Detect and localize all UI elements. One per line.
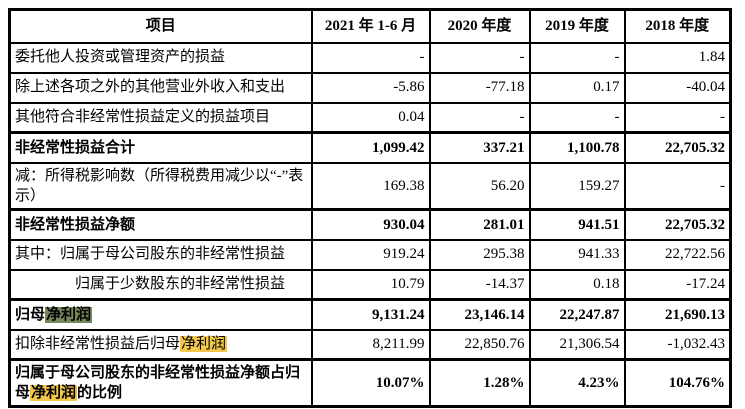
value-cell: - bbox=[623, 161, 732, 211]
value-cell: 159.27 bbox=[528, 161, 626, 211]
value-cell: -77.18 bbox=[428, 71, 531, 104]
header-cell: 2018 年度 bbox=[623, 8, 732, 44]
value-cell: -5.86 bbox=[310, 71, 431, 104]
value-cell: 22,247.87 bbox=[528, 298, 626, 331]
value-cell: - bbox=[528, 41, 626, 74]
value-cell: 4.23% bbox=[528, 358, 626, 408]
value-cell: 56.20 bbox=[428, 161, 531, 211]
row-label-cell: 归属于少数股东的非经常性损益 bbox=[8, 268, 313, 301]
value-cell: -40.04 bbox=[623, 71, 732, 104]
header-cell: 项目 bbox=[8, 8, 313, 44]
value-cell: 919.24 bbox=[310, 238, 431, 271]
table-row: 其中：归属于母公司股东的非经常性损益 919.24 295.38 941.33 22,7… bbox=[8, 238, 732, 271]
row-label-cell: 其中：归属于母公司股东的非经常性损益 bbox=[8, 238, 313, 271]
table-header: 项目 2021 年 1-6 月 2020 年度 2019 年度 2018 年度 bbox=[8, 8, 732, 44]
row-label-cell: 除上述各项之外的其他营业外收入和支出 bbox=[8, 71, 313, 104]
value-cell: 1.84 bbox=[623, 41, 732, 74]
label-text: 其中：归属于母公司股东的非经常性损益 bbox=[15, 246, 286, 263]
table-row: 非经常性损益净额 930.04 281.01 941.51 22,705.32 bbox=[8, 208, 732, 241]
label-text: 其他符合非经常性损益定义的损益项目 bbox=[15, 109, 271, 126]
value-cell: -1,032.43 bbox=[623, 328, 732, 361]
row-label-cell: 扣除非经常性损益后归母净利润 bbox=[8, 328, 313, 361]
label-text: 委托他人投资或管理资产的损益 bbox=[15, 49, 226, 66]
value-cell: 21,690.13 bbox=[623, 298, 732, 331]
value-cell: 169.38 bbox=[310, 161, 431, 211]
label-text: 非经常性损益合计 bbox=[15, 139, 136, 156]
value-cell: 22,850.76 bbox=[428, 328, 531, 361]
non-recurring-gains-losses-table: 项目 2021 年 1-6 月 2020 年度 2019 年度 2018 年度 委托他人… bbox=[8, 8, 732, 408]
value-cell: 941.51 bbox=[528, 208, 626, 241]
value-cell: - bbox=[623, 101, 732, 134]
table-row: 委托他人投资或管理资产的损益 - - -1.84 bbox=[8, 41, 732, 74]
value-cell: 22,705.32 bbox=[623, 131, 732, 164]
table-row: 非经常性损益合计 1,099.42 337.21 1,100.78 22,705.32 bbox=[8, 131, 732, 164]
row-label-cell: 非经常性损益合计 bbox=[8, 131, 313, 164]
value-cell: - bbox=[428, 101, 531, 134]
row-label-cell: 委托他人投资或管理资产的损益 bbox=[8, 41, 313, 74]
header-cell: 2020 年度 bbox=[428, 8, 531, 44]
value-cell: 1,100.78 bbox=[528, 131, 626, 164]
highlighted-text: 净利润 bbox=[45, 306, 93, 323]
value-cell: 9,131.24 bbox=[310, 298, 431, 331]
value-cell: 8,211.99 bbox=[310, 328, 431, 361]
value-cell: 104.76% bbox=[623, 358, 732, 408]
value-cell: -17.24 bbox=[623, 268, 732, 301]
header-row: 项目 2021 年 1-6 月 2020 年度 2019 年度 2018 年度 bbox=[8, 8, 732, 44]
table-row: 归属于母公司股东的非经常性损益净额占归母净利润的比例 10.07% 1.28% 4.2… bbox=[8, 358, 732, 408]
label-text: 的比例 bbox=[77, 385, 123, 401]
row-label-cell: 归属于母公司股东的非经常性损益净额占归母净利润的比例 bbox=[8, 358, 313, 408]
value-cell: 0.18 bbox=[528, 268, 626, 301]
row-label-cell: 非经常性损益净额 bbox=[8, 208, 313, 241]
value-cell: 337.21 bbox=[428, 131, 531, 164]
label-text: 归属于母公司股东的非经常性损益净额占归母 bbox=[15, 364, 301, 401]
table-row: 除上述各项之外的其他营业外收入和支出 -5.86 -77.18 0.17 -40.04 bbox=[8, 71, 732, 104]
value-cell: 0.04 bbox=[310, 101, 431, 134]
value-cell: 941.33 bbox=[528, 238, 626, 271]
value-cell: 1.28% bbox=[428, 358, 531, 408]
table-row: 归属于少数股东的非经常性损益 10.79 -14.37 0.18 -17.24 bbox=[8, 268, 732, 301]
value-cell: 0.17 bbox=[528, 71, 626, 104]
label-text: 非经常性损益净额 bbox=[15, 216, 136, 233]
table-row: 扣除非经常性损益后归母净利润 8,211.99 22,850.76 21,306.54… bbox=[8, 328, 732, 361]
row-label-cell: 其他符合非经常性损益定义的损益项目 bbox=[8, 101, 313, 134]
value-cell: 930.04 bbox=[310, 208, 431, 241]
table-row: 减：所得税影响数（所得税费用减少以“-”表示） 169.38 56.20 159.27… bbox=[8, 161, 732, 211]
value-cell: 22,722.56 bbox=[623, 238, 732, 271]
label-text: 除上述各项之外的其他营业外收入和支出 bbox=[15, 79, 286, 96]
value-cell: 21,306.54 bbox=[528, 328, 626, 361]
value-cell: -14.37 bbox=[428, 268, 531, 301]
value-cell: 10.79 bbox=[310, 268, 431, 301]
value-cell: - bbox=[528, 101, 626, 134]
header-cell: 2021 年 1-6 月 bbox=[310, 8, 431, 44]
highlighted-text: 净利润 bbox=[180, 336, 228, 353]
value-cell: - bbox=[310, 41, 431, 74]
value-cell: 22,705.32 bbox=[623, 208, 732, 241]
table-body: 委托他人投资或管理资产的损益 - - -1.84 除上述各项之外的其他营业外收入和支出 -… bbox=[8, 41, 732, 408]
label-text: 扣除非经常性损益后归母 bbox=[15, 336, 181, 353]
highlighted-text: 净利润 bbox=[30, 385, 78, 401]
table-row: 归母净利润 9,131.24 23,146.14 22,247.87 21,690.13 bbox=[8, 298, 732, 331]
header-cell: 2019 年度 bbox=[528, 8, 626, 44]
value-cell: 1,099.42 bbox=[310, 131, 431, 164]
value-cell: 23,146.14 bbox=[428, 298, 531, 331]
value-cell: - bbox=[428, 41, 531, 74]
label-text: 归母 bbox=[15, 306, 46, 323]
value-cell: 10.07% bbox=[310, 358, 431, 408]
row-label-cell: 减：所得税影响数（所得税费用减少以“-”表示） bbox=[8, 161, 313, 211]
row-label-cell: 归母净利润 bbox=[8, 298, 313, 331]
label-text: 减：所得税影响数（所得税费用减少以“-”表示） bbox=[15, 167, 304, 204]
table-row: 其他符合非经常性损益定义的损益项目 0.04- - - bbox=[8, 101, 732, 134]
value-cell: 295.38 bbox=[428, 238, 531, 271]
label-text: 归属于少数股东的非经常性损益 bbox=[75, 276, 286, 293]
value-cell: 281.01 bbox=[428, 208, 531, 241]
